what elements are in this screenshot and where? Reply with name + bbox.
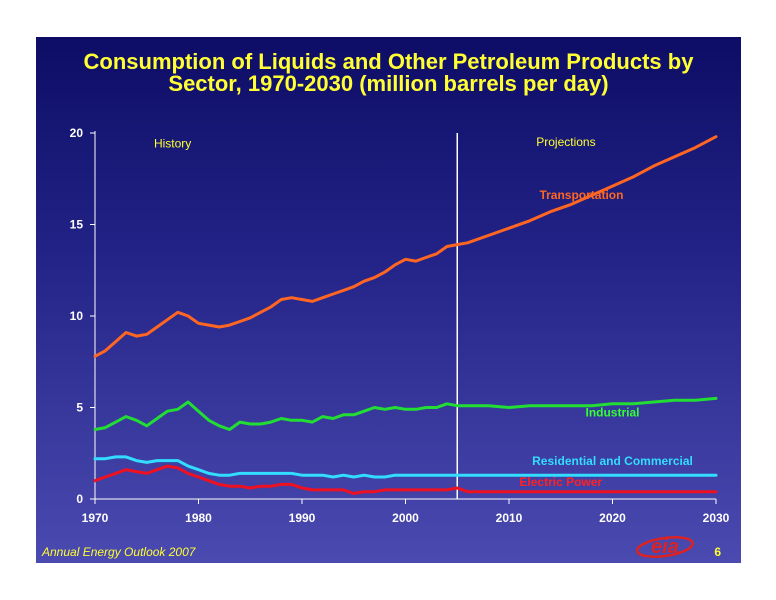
y-tick-label: 0 [76, 492, 83, 506]
x-tick-label: 1970 [82, 511, 109, 525]
x-tick-label: 1980 [185, 511, 212, 525]
series-line-residential-and-commercial [93, 455, 718, 479]
x-tick-label: 2020 [599, 511, 626, 525]
x-tick-label: 2030 [703, 511, 730, 525]
region-label: Projections [536, 135, 595, 149]
series-label-electric-power: Electric Power [519, 475, 602, 489]
page-number: 6 [714, 545, 721, 559]
region-label: History [154, 137, 191, 151]
series-line-industrial [93, 396, 718, 431]
y-tick-label: 15 [70, 218, 84, 232]
series-line-transportation [93, 135, 718, 358]
y-tick-label: 20 [70, 126, 84, 140]
chart-title-line1: Consumption of Liquids and Other Petrole… [83, 49, 694, 74]
x-tick-label: 1990 [289, 511, 316, 525]
eia-logo-text: eia [651, 536, 679, 558]
y-tick-label: 5 [76, 401, 83, 415]
series-label-transportation: Transportation [539, 188, 623, 202]
chart-title-line2: Sector, 1970-2030 (million barrels per d… [168, 71, 609, 96]
series-label-industrial: Industrial [585, 406, 639, 420]
footer-source: Annual Energy Outlook 2007 [42, 545, 196, 559]
y-tick-label: 10 [70, 309, 84, 323]
x-tick-label: 2000 [392, 511, 419, 525]
x-tick-label: 2010 [496, 511, 523, 525]
series-line-electric-power [93, 464, 718, 495]
line-chart: 0 5 10 15 20 1970 1980 1990 2000 2010 2020 2030 Hist… [70, 126, 730, 525]
slide: Consumption of Liquids and Other Petrole… [36, 37, 741, 563]
eia-logo: eia [635, 536, 695, 558]
chart-title: Consumption of Liquids and Other Petrole… [36, 51, 741, 95]
series-label-residential-and-commercial: Residential and Commercial [532, 454, 693, 468]
